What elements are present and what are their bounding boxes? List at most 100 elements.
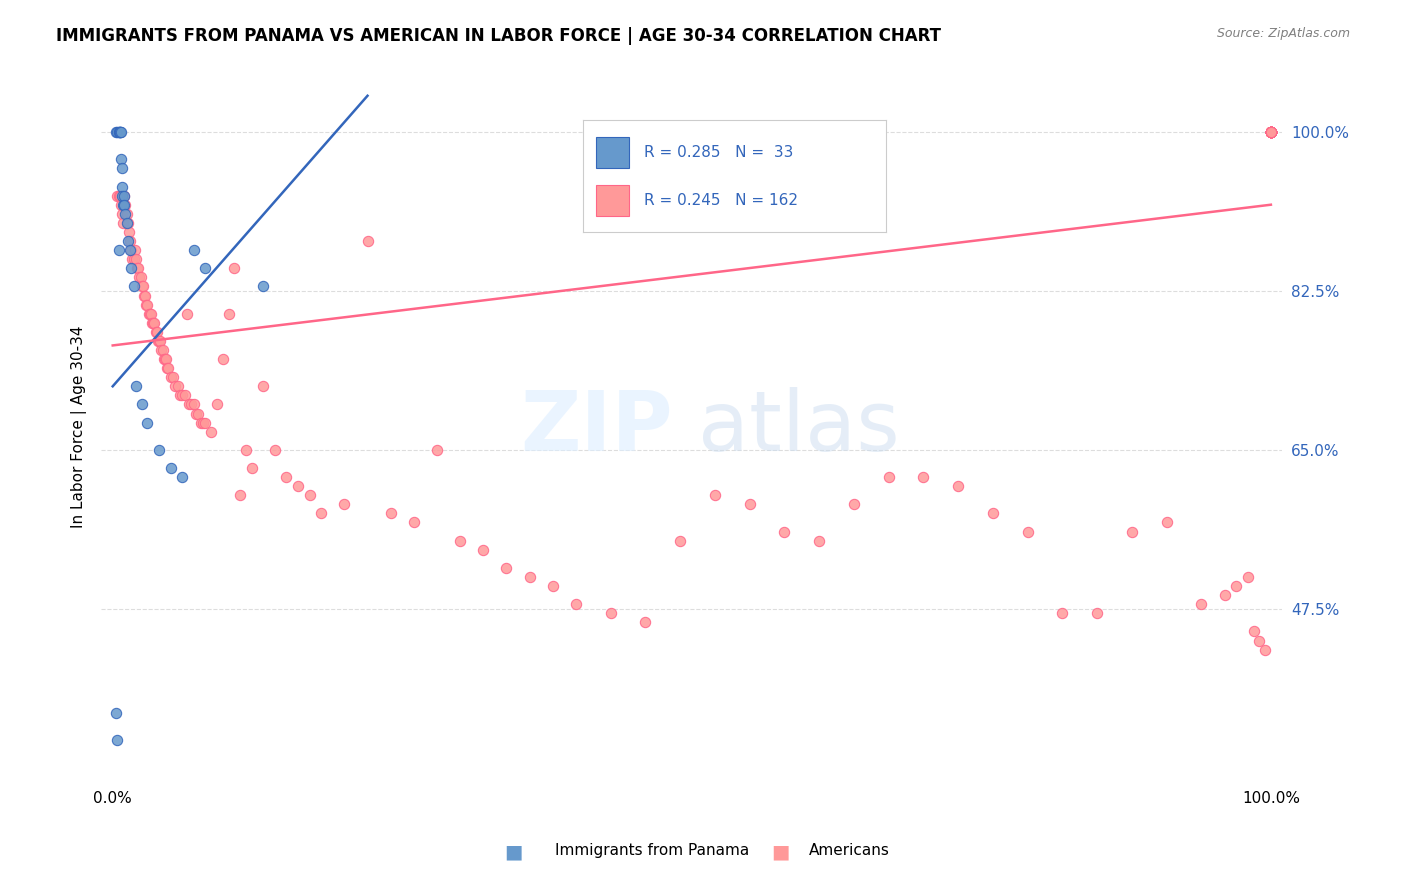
Point [449,533,471,548]
Point [1260,125,1282,139]
Point [1254,642,1277,657]
Point [172,388,194,402]
Point [1260,125,1282,139]
Point [108,188,131,202]
Point [131,279,153,293]
Point [200,425,222,439]
Point [704,488,727,502]
Bar [596,185,628,216]
Point [194,416,217,430]
Point [187,407,209,421]
Point [157,361,180,376]
Point [184,407,207,421]
Point [1260,125,1282,139]
Point [105,706,128,720]
Point [111,188,134,202]
Point [634,615,657,630]
Point [138,307,160,321]
Point [948,479,970,493]
Point [105,733,128,747]
Point [105,188,128,202]
Point [1260,125,1282,139]
Point [172,470,194,484]
Point [112,188,135,202]
Point [218,307,240,321]
Point [142,316,165,330]
Point [1085,607,1108,621]
Point [194,261,217,276]
Point [117,216,139,230]
Point [1260,125,1282,139]
Point [120,243,142,257]
Point [165,379,187,393]
Point [166,379,188,393]
Point [146,334,169,348]
Point [1260,125,1282,139]
Point [124,243,146,257]
Point [134,288,156,302]
Point [1260,125,1282,139]
Point [136,297,159,311]
Point [135,297,157,311]
Point [1260,125,1282,139]
Point [148,442,170,457]
Point [1260,125,1282,139]
Point [1260,125,1282,139]
Point [121,252,143,267]
Point [128,270,150,285]
Point [1260,125,1282,139]
Point [122,252,145,267]
Point [1260,125,1282,139]
Point [149,334,172,348]
Point [114,207,136,221]
Point [107,125,129,139]
Text: Americans: Americans [808,843,890,858]
Point [112,188,135,202]
Point [114,197,136,211]
Point [1260,125,1282,139]
Y-axis label: In Labor Force | Age 30-34: In Labor Force | Age 30-34 [72,326,87,528]
Point [565,597,588,611]
Point [112,216,135,230]
Point [132,279,155,293]
Point [1260,125,1282,139]
Point [981,507,1004,521]
Point [309,507,332,521]
Point [1260,125,1282,139]
Point [111,207,134,221]
Point [1260,125,1282,139]
Point [211,352,233,367]
Point [276,470,298,484]
Point [107,243,129,257]
Point [1260,125,1282,139]
Point [108,125,131,139]
Point [380,507,402,521]
Point [1260,125,1282,139]
Point [1260,125,1282,139]
Point [112,197,135,211]
Point [155,352,177,367]
Point [1260,125,1282,139]
Point [1189,597,1212,611]
Point [111,179,134,194]
Point [145,325,167,339]
Point [1243,624,1265,639]
Point [108,125,131,139]
Point [426,442,449,457]
Point [111,161,134,176]
Point [110,197,132,211]
Point [1260,125,1282,139]
Point [129,270,152,285]
Point [912,470,935,484]
Point [1260,125,1282,139]
Text: Source: ZipAtlas.com: Source: ZipAtlas.com [1216,27,1350,40]
Point [1260,125,1282,139]
Point [1260,125,1282,139]
Point [110,125,132,139]
Point [169,388,191,402]
Point [145,325,167,339]
Point [1121,524,1143,539]
Point [159,461,181,475]
Point [159,370,181,384]
Point [1225,579,1247,593]
